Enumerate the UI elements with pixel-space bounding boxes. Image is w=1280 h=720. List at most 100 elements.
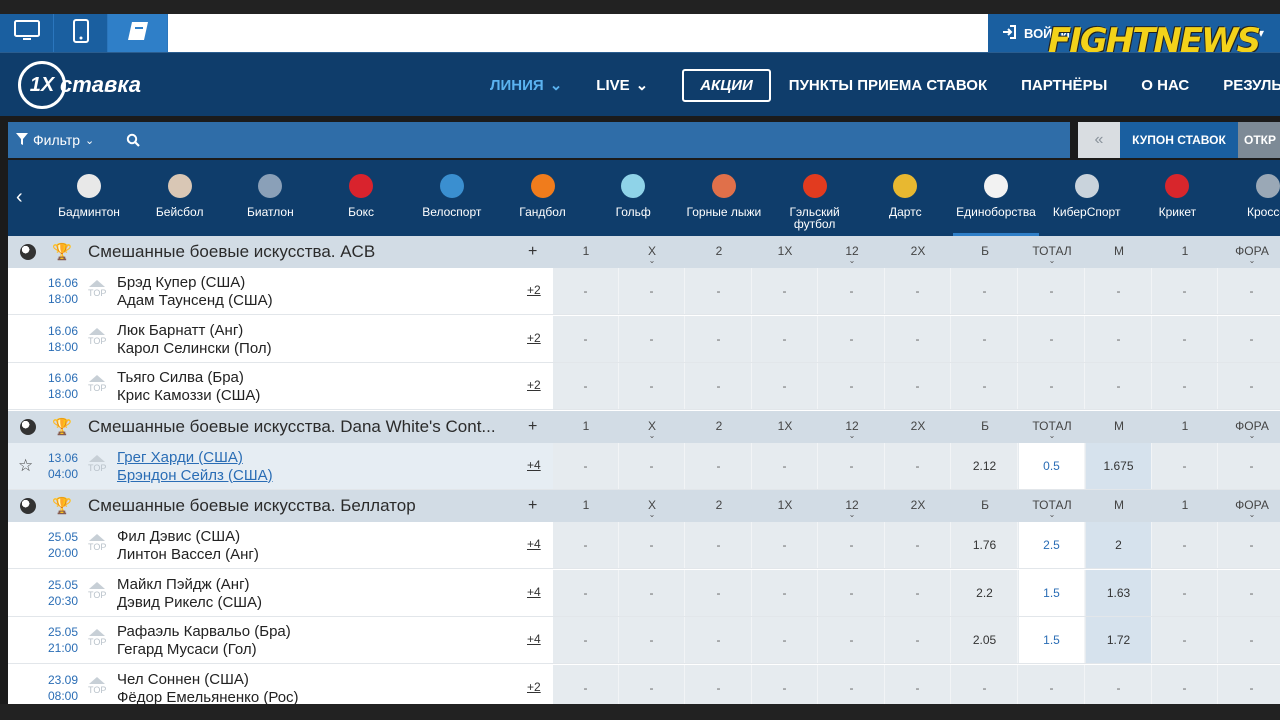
odds-cell[interactable]: - <box>1219 316 1280 362</box>
column-header[interactable]: 2 <box>686 411 752 443</box>
more-markets-link[interactable]: +4 <box>527 632 541 646</box>
odds-cell[interactable]: - <box>619 363 685 409</box>
column-header[interactable]: ФОРА ⌄ <box>1219 236 1280 268</box>
column-header[interactable]: 1 <box>553 411 619 443</box>
chevron-down-icon[interactable]: ▾ <box>1257 26 1264 40</box>
odds-cell[interactable]: 2.12 <box>952 442 1018 489</box>
sport-item[interactable]: Бадминтон <box>44 160 134 236</box>
odds-cell[interactable]: - <box>1019 664 1085 704</box>
odds-cell[interactable]: - <box>1219 570 1280 616</box>
match-teams[interactable]: Рафаэль Карвальо (Бра) Гегард Мусаси (Гол… <box>117 623 291 659</box>
odds-cell[interactable]: - <box>819 442 885 489</box>
odds-cell[interactable]: - <box>619 268 685 314</box>
top-badge[interactable]: TOP <box>88 280 106 298</box>
column-header[interactable]: М <box>1086 236 1152 268</box>
column-header[interactable]: 2X <box>885 236 951 268</box>
odds-cell[interactable]: - <box>885 442 951 489</box>
sport-item[interactable]: Горные лыжи <box>679 160 769 236</box>
column-header[interactable]: М <box>1086 490 1152 522</box>
odds-cell[interactable]: - <box>619 569 685 616</box>
odds-cell[interactable]: - <box>553 315 619 362</box>
odds-cell[interactable]: - <box>1219 443 1280 489</box>
odds-cell[interactable]: - <box>686 617 752 663</box>
odds-cell[interactable]: - <box>752 617 818 663</box>
odds-cell[interactable]: 1.76 <box>952 522 1018 568</box>
nav-promotions[interactable]: АКЦИИ <box>682 68 771 102</box>
chevron-left-icon[interactable]: ‹ <box>16 186 23 208</box>
odds-cell[interactable]: - <box>1019 268 1085 314</box>
column-header[interactable]: 12 ⌄ <box>819 411 885 443</box>
odds-cell[interactable]: - <box>1152 617 1218 663</box>
star-icon[interactable]: ☆ <box>18 455 34 475</box>
column-header[interactable]: Б <box>952 236 1018 268</box>
desktop-version-button[interactable] <box>0 14 54 52</box>
odds-cell[interactable]: - <box>952 315 1018 362</box>
match-row[interactable]: 16.06 18:00 TOP Тьяго Силва (Бра) Крис Камоз… <box>8 363 1280 410</box>
more-markets-link[interactable]: +4 <box>527 457 541 472</box>
odds-cell[interactable]: - <box>819 522 885 568</box>
more-markets-link[interactable]: +2 <box>527 378 541 392</box>
odds-cell[interactable]: 1.72 <box>1086 617 1152 663</box>
top-badge[interactable]: TOP <box>88 676 106 695</box>
odds-cell[interactable]: - <box>1152 315 1218 362</box>
odds-cell[interactable]: - <box>553 363 619 409</box>
odds-cell[interactable]: - <box>819 363 885 409</box>
column-header[interactable]: ФОРА ⌄ <box>1219 490 1280 522</box>
championship-header[interactable]: 🏆 Смешанные боевые искусства. Dana White'… <box>8 410 1280 443</box>
expand-button[interactable]: + <box>528 417 538 435</box>
nav-about[interactable]: О НАС <box>1141 76 1190 94</box>
column-header[interactable]: ТОТАЛ ⌄ <box>1019 411 1085 443</box>
odds-cell[interactable]: - <box>819 268 885 314</box>
match-teams[interactable]: Чел Соннен (США) Фёдор Емельяненко (Рос) <box>117 671 299 705</box>
nav-live[interactable]: LIVE ⌄ <box>596 76 648 95</box>
sport-item[interactable]: Биатлон <box>225 160 315 236</box>
match-row[interactable]: 25.05 21:00 TOP Рафаэль Карвальо (Бра) Гегар… <box>8 617 1280 664</box>
match-teams[interactable]: Фил Дэвис (США) Линтон Вассел (Анг) <box>117 528 259 564</box>
column-header[interactable]: 1 <box>553 236 619 268</box>
sport-item[interactable]: Кроссф <box>1223 160 1280 236</box>
top-badge[interactable]: TOP <box>88 454 106 473</box>
sport-item[interactable]: Бейсбол <box>135 160 225 236</box>
odds-cell[interactable]: - <box>619 522 685 568</box>
odds-cell[interactable]: 1.5 <box>1019 617 1085 663</box>
odds-cell[interactable]: - <box>553 617 619 663</box>
odds-cell[interactable]: - <box>1219 665 1280 705</box>
sport-item[interactable]: Единоборства <box>951 160 1041 236</box>
column-header[interactable]: X ⌄ <box>619 411 685 443</box>
column-header[interactable]: 1 <box>1152 236 1218 268</box>
column-header[interactable]: 1 <box>1152 411 1218 443</box>
expand-button[interactable]: + <box>528 243 538 260</box>
column-header[interactable]: 1X <box>752 411 818 443</box>
match-teams[interactable]: Тьяго Силва (Бра) Крис Камоззи (США) <box>117 369 260 405</box>
expand-button[interactable]: + <box>528 497 538 514</box>
odds-cell[interactable]: - <box>952 268 1018 314</box>
more-markets-link[interactable]: +2 <box>527 330 541 345</box>
odds-cell[interactable]: 1.675 <box>1086 442 1152 489</box>
odds-cell[interactable]: - <box>952 363 1018 409</box>
odds-cell[interactable]: - <box>1086 363 1152 409</box>
column-header[interactable]: Б <box>952 411 1018 443</box>
odds-cell[interactable]: - <box>885 664 951 704</box>
nav-line[interactable]: ЛИНИЯ ⌄ <box>490 76 562 95</box>
odds-cell[interactable]: - <box>619 442 685 489</box>
odds-cell[interactable]: - <box>1019 363 1085 409</box>
odds-cell[interactable]: - <box>1219 363 1280 409</box>
odds-cell[interactable]: - <box>619 617 685 663</box>
odds-cell[interactable]: - <box>752 442 818 489</box>
odds-cell[interactable]: - <box>686 315 752 362</box>
column-header[interactable]: ТОТАЛ ⌄ <box>1019 236 1085 268</box>
column-header[interactable]: 1X <box>752 490 818 522</box>
top-badge[interactable]: TOP <box>88 534 106 552</box>
odds-cell[interactable]: - <box>1086 664 1152 704</box>
odds-cell[interactable]: - <box>1219 522 1280 568</box>
odds-cell[interactable]: - <box>952 664 1018 704</box>
odds-cell[interactable]: - <box>752 569 818 616</box>
match-row[interactable]: 23.09 08:00 TOP Чел Соннен (США) Фёдор Емель… <box>8 664 1280 705</box>
odds-cell[interactable]: - <box>819 569 885 616</box>
more-markets-link[interactable]: +4 <box>527 537 541 551</box>
odds-cell[interactable]: - <box>885 569 951 616</box>
odds-cell[interactable]: - <box>752 363 818 409</box>
match-row[interactable]: 25.05 20:00 TOP Фил Дэвис (США) Линтон Вассе… <box>8 522 1280 569</box>
odds-cell[interactable]: - <box>1019 315 1085 362</box>
odds-cell[interactable]: - <box>686 363 752 409</box>
